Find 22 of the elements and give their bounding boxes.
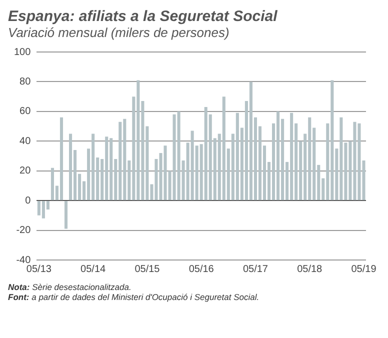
y-tick-label: -20	[16, 225, 32, 236]
bar	[64, 201, 68, 229]
text: Nota: Sèrie desestacionalitzada.	[8, 282, 132, 292]
chart-title: Espanya: afiliats a la Seguretat Social	[8, 8, 278, 25]
bar	[68, 134, 72, 200]
x-tick-label: 05/17	[242, 264, 268, 275]
text: Font: a partir de dades del Ministeri d'Ocupació i Seguretat Social.	[8, 292, 260, 302]
x-tick-label: 05/19	[351, 264, 377, 275]
y-tick-label: -40	[16, 254, 32, 266]
x-tick-label: 05/16	[188, 264, 214, 275]
y-tick-label: 20	[20, 166, 32, 177]
bar	[60, 117, 64, 200]
x-tick-label: 05/18	[297, 264, 323, 275]
x-tick-label: 05/15	[134, 264, 160, 275]
y-tick-label: 100	[14, 46, 32, 58]
x-tick-label: 05/13	[26, 264, 52, 275]
y-tick-label: 80	[20, 76, 32, 88]
chart-subtitle: Variació mensual (milers de persones)	[8, 25, 230, 40]
y-tick-label: 0	[25, 195, 32, 206]
x-tick-label: 05/14	[80, 264, 106, 275]
y-tick-label: 60	[20, 106, 32, 118]
y-tick-label: 40	[20, 136, 32, 147]
